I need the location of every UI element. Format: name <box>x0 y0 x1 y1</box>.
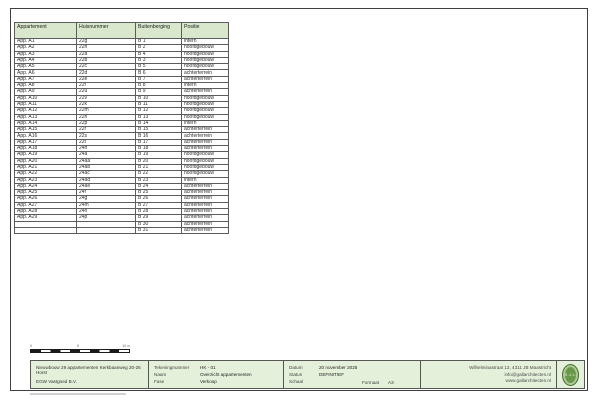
table-cell: hoofdgebouw <box>181 63 229 71</box>
table-row: App. A25 24f B 25 achterterrein <box>14 189 229 197</box>
column-header-positie: Positie <box>181 22 229 39</box>
table-header-row: Appartement Huisnummer Buitenberging Pos… <box>14 22 229 39</box>
table-cell <box>14 226 77 235</box>
table-cell: achterterrein <box>181 75 229 84</box>
title-block-contact-section: Wilhelminastraat 13, 4311 JB Maastricht … <box>421 361 557 388</box>
table-cell: B 31 <box>135 226 182 235</box>
table-body: App. A1 22g B 1 intern App. A2 22h B 2 hoofdgeb… <box>14 37 229 235</box>
date-row: Datum 20 november 2025 <box>289 364 415 371</box>
status-row: Status DEFINITIEF <box>289 371 415 378</box>
apartment-table: Appartement Huisnummer Buitenberging Pos… <box>14 22 229 235</box>
table-row: App. A7 22e B 7 achterterrein <box>14 75 229 84</box>
column-header-buitenberging: Buitenberging <box>135 22 182 39</box>
table-row: B 31 achterterrein <box>14 226 229 235</box>
drawing-phase-value: Verkoop <box>200 379 217 384</box>
table-row: App. A8 22f B 8 intern <box>14 82 229 90</box>
table-cell <box>76 226 136 235</box>
drawing-phase-row: Fase Verkoop <box>154 378 278 385</box>
scale-label-0: 0 <box>30 344 32 348</box>
title-block-logo-section: S.J.L. <box>557 361 584 388</box>
drawing-name-value: Overzicht appartementen <box>200 372 252 377</box>
project-title: Nieuwbouw 29 appartementen Kerkbaanweg 2… <box>36 365 141 375</box>
drawing-name-row: Naam Overzicht appartementen <box>154 371 278 378</box>
title-block: Nieuwbouw 29 appartementen Kerkbaanweg 2… <box>30 360 585 389</box>
drawing-phase-label: Fase <box>154 379 165 384</box>
drawing-name-label: Naam <box>154 372 167 377</box>
title-block-meta-section: Datum 20 november 2025 Status DEFINITIEF… <box>284 361 421 388</box>
table-row: App. A10 22v B 10 hoofdgebouw <box>14 94 229 102</box>
table-row: App. A9 22u B 9 achterterrein <box>14 88 229 96</box>
table-row: App. A1 22g B 1 intern <box>14 37 229 46</box>
column-header-huisnummer: Huisnummer <box>76 22 136 39</box>
table-row: App. A28 24n B 28 achterterrein <box>14 207 229 216</box>
project-client: EGW Vastgoed B.V. <box>36 379 77 384</box>
table-row: App. A24 24ae B 24 achterterrein <box>14 182 229 191</box>
table-row: App. A27 24m B 27 achterterrein <box>14 201 229 210</box>
architect-address: Wilhelminastraat 13, 4311 JB Maastricht <box>469 365 551 370</box>
table-cell: hoofdgebouw <box>181 94 229 102</box>
table-row: App. A6 22d B 6 achterterrein <box>14 69 229 77</box>
table-row: App. A12 22m B 12 hoofdgebouw <box>14 107 229 115</box>
date-value: 20 november 2025 <box>319 365 358 370</box>
table-cell: achterterrein <box>181 226 229 235</box>
sheet-border-frame <box>10 8 588 391</box>
architect-website: www.gallarchitecten.nl <box>505 378 551 384</box>
scale-row: Schaal <box>289 378 415 385</box>
status-value: DEFINITIEF <box>319 372 345 377</box>
table-cell: achterterrein <box>181 69 229 77</box>
scale-bar-labels: 0 5 10 m <box>30 344 130 348</box>
drawing-number-value: HK - 01 <box>200 365 216 370</box>
table-cell: hoofdgebouw <box>181 107 229 115</box>
drawing-number-label: Tekeningnummer <box>154 365 190 370</box>
format-row: Formaat A3 <box>362 380 394 385</box>
scale-label-5: 5 <box>77 344 79 348</box>
column-header-appartement: Appartement <box>14 22 77 39</box>
table-row: App. A3 22a B 4 hoofdgebouw <box>14 50 229 58</box>
table-row: App. A5 22c B 5 hoofdgebouw <box>14 63 229 71</box>
table-cell: hoofdgebouw <box>181 113 229 121</box>
table-row: App. A2 22h B 2 hoofdgebouw <box>14 44 229 52</box>
table-row: B 30 achterterrein <box>14 220 229 228</box>
table-row: App. A26 24g B 26 achterterrein <box>14 195 229 203</box>
format-value: A3 <box>388 380 394 385</box>
title-block-drawing-section: Tekeningnummer HK - 01 Naam Overzicht ap… <box>149 361 284 388</box>
table-cell: intern <box>181 119 229 128</box>
status-label: Status <box>289 372 303 377</box>
scale-label-10m: 10 m <box>122 344 130 348</box>
scale-label: Schaal <box>289 379 304 384</box>
table-row: App. A13 22n B 13 hoofdgebouw <box>14 113 229 121</box>
table-row: App. A14 22p B 14 intern <box>14 119 229 128</box>
footer-file-note <box>30 393 126 395</box>
architect-logo-icon: S.J.L. <box>562 363 579 386</box>
table-row: App. A11 22k B 11 hoofdgebouw <box>14 100 229 109</box>
format-label: Formaat <box>362 380 380 385</box>
table-cell: intern <box>181 82 229 90</box>
table-row: App. A21 24ab B 21 hoofdgebouw <box>14 163 229 172</box>
title-block-project-section: Nieuwbouw 29 appartementen Kerkbaanweg 2… <box>31 361 149 388</box>
scale-bar: 0 5 10 m <box>30 344 130 354</box>
table-cell: hoofdgebouw <box>181 100 229 109</box>
architect-email: info@gallarchitecten.nl <box>504 371 551 377</box>
date-label: Datum <box>289 365 303 370</box>
table-cell: achterterrein <box>181 88 229 96</box>
drawing-number-row: Tekeningnummer HK - 01 <box>154 364 278 371</box>
scale-bar-segments <box>30 349 130 353</box>
